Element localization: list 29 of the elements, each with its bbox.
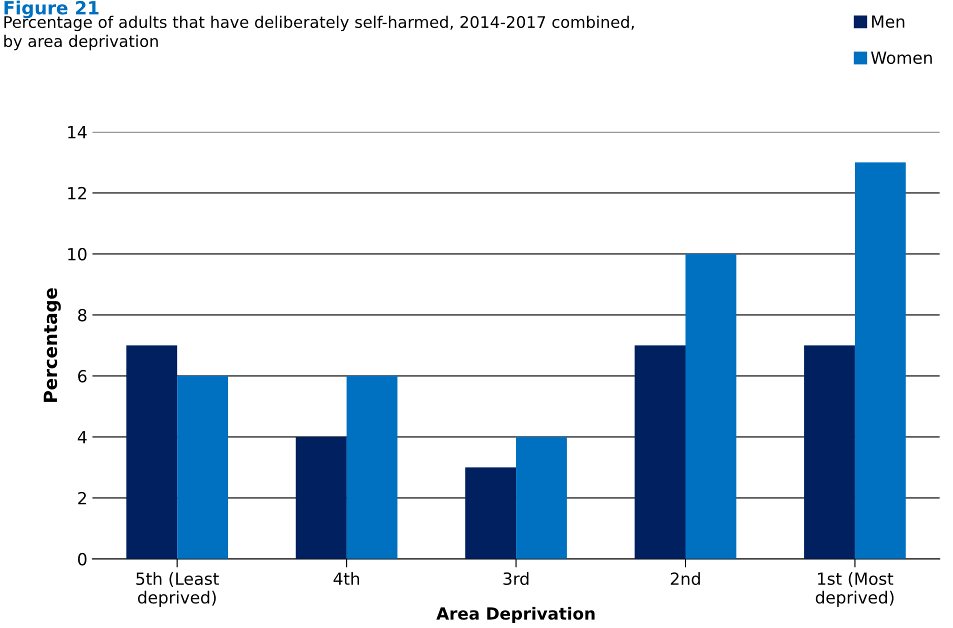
y-tick-label: 2 [78, 492, 86, 504]
y-tick-label: 14 [68, 126, 87, 138]
x-tick-label: 2nd [670, 572, 700, 586]
bar [516, 436, 567, 559]
x-tick-label: 5th (Least deprived) [136, 572, 219, 607]
bar [685, 254, 736, 559]
legend-label: Men [872, 16, 904, 28]
y-tick-label: 12 [68, 186, 86, 200]
x-axis-title: Area Deprivation [436, 606, 595, 624]
y-tick-label: 4 [78, 431, 87, 444]
y-tick-label: 10 [68, 248, 86, 260]
x-tick-label: 3rd [503, 572, 528, 586]
bar [126, 345, 178, 559]
bar [804, 345, 855, 559]
y-tick-label: 8 [78, 308, 86, 322]
y-tick-label: 6 [78, 370, 87, 382]
x-tick-label: 1st (Most deprived) [816, 572, 894, 607]
bar [634, 345, 686, 559]
bar [296, 436, 347, 559]
y-axis-title: Percentage [44, 288, 61, 402]
bar [465, 467, 516, 559]
bar [346, 376, 398, 559]
chart-subtitle: Percentage of adults that have deliberately self-harmed, 2014-2017 combined, by area deprivation [4, 16, 634, 50]
bar [177, 376, 228, 559]
chart-title: Figure 21 [4, 0, 98, 18]
legend-label: Women [871, 52, 932, 64]
y-tick-label: 0 [78, 552, 86, 566]
x-tick-label: 4th [334, 572, 360, 585]
bar [854, 162, 906, 559]
